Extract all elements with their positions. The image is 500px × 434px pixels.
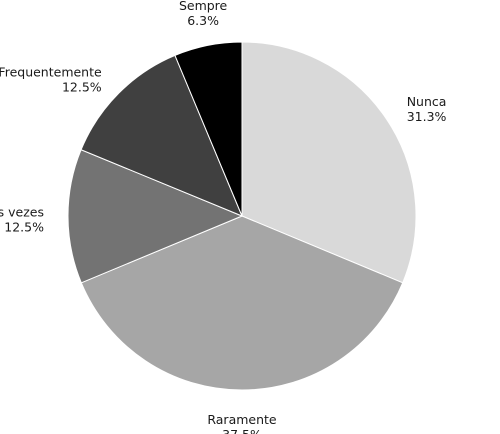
slice-value-2: 12.5% — [4, 219, 44, 234]
pie-slice-3 — [80, 54, 243, 217]
pie-slice-2 — [67, 149, 244, 284]
slice-label-3: Frequentemente — [0, 64, 102, 79]
pie-slice-4 — [174, 41, 243, 217]
slice-value-3: 12.5% — [62, 79, 102, 94]
pie-slices — [67, 41, 417, 391]
slice-label-2: Às vezes — [0, 204, 44, 219]
slice-label-1: Raramente — [207, 412, 277, 427]
pie-slice-1 — [80, 215, 404, 391]
slice-label-4: Sempre — [179, 0, 228, 13]
pie-slice-0 — [241, 41, 417, 284]
slice-value-4: 6.3% — [187, 13, 219, 28]
slice-value-1: 37.5% — [222, 427, 262, 434]
slice-label-0: Nunca — [407, 94, 447, 109]
slice-value-0: 31.3% — [407, 109, 447, 124]
